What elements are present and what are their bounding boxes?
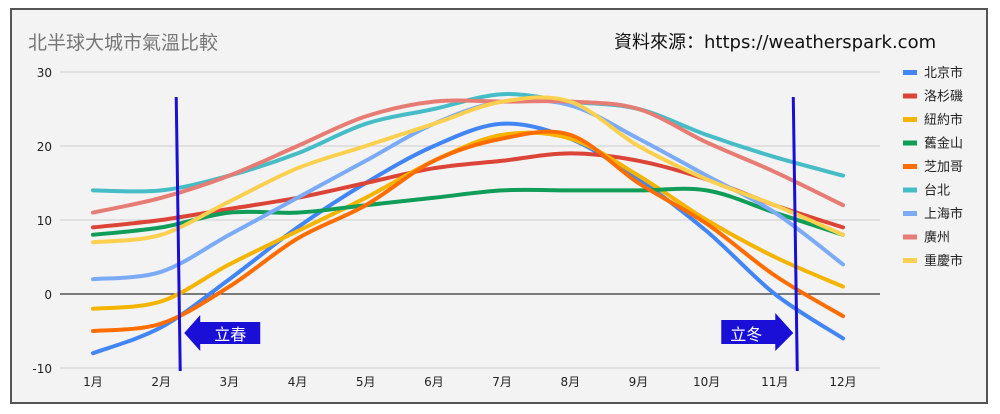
legend-swatch <box>903 117 917 122</box>
x-tick-label: 6月 <box>424 375 444 389</box>
legend-swatch <box>903 211 917 216</box>
y-tick-label: 30 <box>37 66 52 80</box>
legend-swatch <box>903 164 917 169</box>
x-tick-label: 8月 <box>560 375 580 389</box>
legend-label: 廣州 <box>924 231 950 246</box>
arrow-right-icon <box>721 313 794 351</box>
legend-swatch <box>903 258 917 263</box>
legend-swatch <box>903 234 917 240</box>
legend-label: 舊金山 <box>924 136 963 152</box>
series-line-5 <box>91 129 845 333</box>
y-tick-label: -10 <box>32 362 52 376</box>
legend-swatch <box>903 187 917 193</box>
legend-label: 芝加哥 <box>924 159 963 175</box>
legend-swatch <box>903 70 917 75</box>
legend-label: 台北 <box>924 184 950 199</box>
x-tick-label: 1月 <box>83 375 103 389</box>
x-tick-label: 2月 <box>151 375 171 389</box>
x-tick-label: 12月 <box>829 375 856 389</box>
series-line-4 <box>91 186 845 237</box>
legend-swatch <box>903 93 917 99</box>
series-line-1 <box>91 121 845 356</box>
legend-label: 重慶市 <box>924 253 963 269</box>
legend-label: 洛杉磯 <box>924 90 963 105</box>
legend-label: 紐約市 <box>924 112 963 128</box>
legend-label: 北京市 <box>924 65 963 81</box>
x-tick-label: 11月 <box>761 375 788 389</box>
y-tick-label: 20 <box>37 140 52 154</box>
x-tick-label: 9月 <box>629 375 649 389</box>
legend-label: 上海市 <box>924 206 963 222</box>
annotation-label: 立春 <box>214 325 246 344</box>
x-tick-label: 5月 <box>356 375 376 389</box>
series-line-9 <box>91 95 845 245</box>
source-note: 資料來源：https://weatherspark.com <box>614 32 937 53</box>
chart-title: 北半球大城市氣溫比較 <box>28 32 219 54</box>
legend-swatch <box>903 140 917 146</box>
y-tick-label: 10 <box>37 214 52 228</box>
x-tick-label: 10月 <box>693 375 720 389</box>
x-tick-label: 4月 <box>288 375 308 389</box>
series-line-3 <box>91 130 845 311</box>
series-line-8 <box>91 98 845 215</box>
chart-frame <box>10 8 988 404</box>
x-tick-label: 3月 <box>220 375 240 389</box>
solar-term-line <box>174 96 182 372</box>
annotation-label: 立冬 <box>730 325 762 344</box>
x-tick-label: 7月 <box>492 375 512 389</box>
arrow-left-icon <box>184 315 261 351</box>
y-tick-label: 0 <box>44 288 52 302</box>
solar-term-line <box>791 96 799 372</box>
